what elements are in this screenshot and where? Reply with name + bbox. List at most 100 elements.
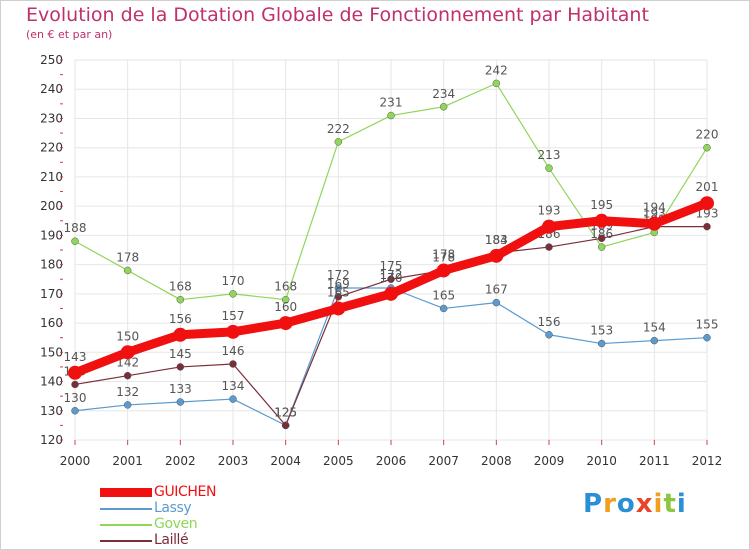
- y-tick-label: 230: [40, 111, 63, 125]
- data-point-goven: [71, 237, 79, 245]
- data-label-goven: 242: [485, 63, 508, 77]
- data-point-goven: [387, 111, 395, 120]
- data-label-lassy: 130: [64, 391, 87, 405]
- data-point-guichen: [700, 196, 714, 211]
- logo-letter: r: [603, 489, 617, 519]
- y-tick-label: 210: [40, 170, 63, 184]
- logo-letter: i: [676, 489, 687, 519]
- data-label-guichen: 201: [696, 180, 719, 194]
- data-label-lassy: 153: [590, 324, 613, 338]
- data-label-guichen: 195: [590, 198, 613, 212]
- y-tick-label: 150: [40, 345, 63, 359]
- data-label-laillé: 145: [169, 347, 192, 361]
- data-label-guichen: 150: [116, 329, 139, 343]
- data-label-laillé: 184: [485, 233, 508, 247]
- data-label-guichen: 143: [64, 350, 87, 364]
- x-tick-label: 2006: [376, 454, 407, 468]
- data-label-lassy: 156: [538, 315, 561, 329]
- legend-swatch: [100, 540, 152, 542]
- data-point-lassy: [334, 284, 343, 292]
- logo-letter: P: [583, 489, 604, 519]
- data-label-guichen: 156: [169, 312, 192, 326]
- data-label-lassy: 165: [432, 288, 455, 302]
- data-point-laillé: [334, 293, 343, 301]
- data-label-laillé: 175: [380, 259, 403, 273]
- logo-letter: o: [616, 489, 636, 519]
- data-point-guichen: [489, 248, 504, 263]
- data-point-goven: [281, 295, 290, 304]
- data-point-lassy: [71, 407, 79, 415]
- data-point-guichen: [278, 316, 293, 331]
- x-tick-label: 2012: [692, 454, 723, 468]
- data-label-lassy: 167: [485, 283, 508, 297]
- x-tick-label: 2011: [639, 454, 670, 468]
- data-point-guichen: [120, 345, 135, 360]
- legend-label: Lassy: [154, 500, 192, 516]
- data-point-laillé: [387, 275, 395, 283]
- data-point-goven: [703, 143, 711, 152]
- data-point-goven: [545, 164, 553, 172]
- data-point-lassy: [439, 304, 448, 313]
- logo-letter: i: [653, 489, 664, 519]
- y-tick-label: 190: [40, 228, 63, 242]
- x-tick-label: 2005: [323, 454, 354, 468]
- x-tick-label: 2001: [112, 454, 143, 468]
- data-label-guichen: 193: [538, 204, 561, 218]
- data-label-lassy: 154: [643, 321, 666, 335]
- y-tick-label: 240: [40, 82, 63, 96]
- x-tick-label: 2008: [481, 454, 512, 468]
- data-label-goven: 231: [380, 96, 403, 110]
- data-label-lassy: 133: [169, 382, 192, 396]
- data-point-goven: [334, 138, 343, 146]
- data-point-goven: [439, 103, 448, 111]
- y-tick-label: 220: [40, 141, 63, 155]
- proxiti-logo: Proxiti: [583, 489, 687, 519]
- x-tick-label: 2010: [586, 454, 617, 468]
- data-point-guichen: [647, 216, 662, 231]
- data-label-goven: 222: [327, 122, 350, 136]
- data-label-lassy: 125: [274, 405, 297, 419]
- legend-swatch: [100, 508, 152, 510]
- data-point-laillé: [597, 234, 606, 243]
- y-tick-label: 120: [40, 433, 63, 447]
- data-label-lassy: 132: [116, 385, 139, 399]
- data-label-guichen: 183: [485, 233, 508, 247]
- data-point-guichen: [68, 365, 82, 380]
- data-label-goven: 220: [696, 128, 719, 142]
- legend-swatch: [100, 488, 152, 497]
- data-point-goven: [123, 266, 132, 275]
- y-tick-label: 250: [40, 53, 63, 67]
- y-tick-label: 130: [40, 404, 63, 418]
- data-point-guichen: [542, 219, 556, 234]
- data-point-goven: [597, 243, 606, 251]
- x-tick-label: 2002: [165, 454, 196, 468]
- data-label-guichen: 160: [274, 300, 297, 314]
- data-point-laillé: [123, 371, 132, 380]
- data-point-goven: [229, 290, 237, 298]
- data-label-goven: 168: [274, 280, 297, 294]
- data-point-goven: [176, 295, 185, 304]
- data-point-lassy: [229, 395, 237, 403]
- legend-item: Goven: [100, 516, 300, 533]
- data-point-lassy: [492, 298, 501, 307]
- data-label-goven: 213: [538, 148, 561, 162]
- legend-item: Lassy: [100, 500, 300, 517]
- x-tick-label: 2000: [60, 454, 91, 468]
- data-label-laillé: 125: [274, 405, 297, 419]
- data-point-laillé: [545, 243, 553, 251]
- legend-label: Goven: [154, 516, 198, 532]
- x-tick-label: 2007: [428, 454, 459, 468]
- data-label-goven: 170: [222, 274, 245, 288]
- data-point-laillé: [229, 360, 237, 368]
- data-label-goven: 178: [116, 250, 139, 264]
- legend-label: Laillé: [154, 532, 189, 548]
- data-label-guichen: 157: [222, 309, 245, 323]
- data-point-laillé: [176, 363, 185, 371]
- legend-swatch: [100, 524, 152, 526]
- data-point-lassy: [176, 398, 185, 406]
- data-label-laillé: 146: [222, 344, 245, 358]
- data-point-laillé: [71, 380, 79, 389]
- y-tick-label: 170: [40, 287, 63, 301]
- x-tick-label: 2009: [534, 454, 565, 468]
